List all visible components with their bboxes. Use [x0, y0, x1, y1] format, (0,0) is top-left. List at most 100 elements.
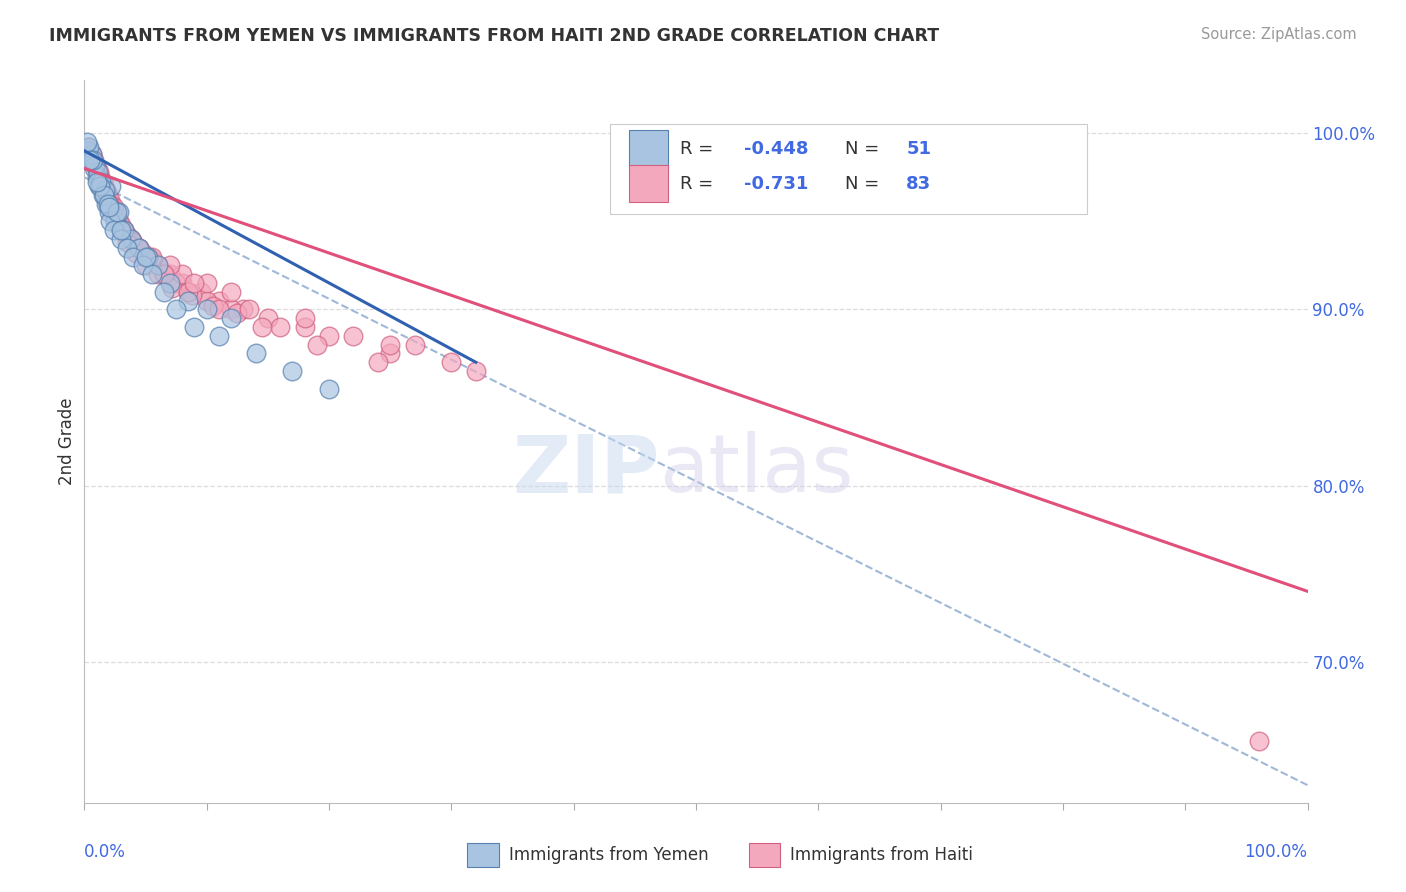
Point: [80, 147, 103, 161]
Point: [208, 302, 231, 317]
Point: [159, 258, 181, 272]
Point: [135, 258, 157, 272]
Point: [76, 135, 98, 149]
Point: [112, 223, 135, 237]
Point: [97, 187, 120, 202]
Point: [208, 328, 231, 343]
Text: R =: R =: [681, 175, 718, 193]
Point: [195, 302, 218, 317]
Text: Immigrants from Haiti: Immigrants from Haiti: [790, 846, 973, 863]
Point: [90, 179, 112, 194]
Point: [294, 311, 316, 326]
Point: [294, 320, 316, 334]
Point: [128, 241, 150, 255]
Point: [305, 337, 328, 351]
Point: [177, 285, 200, 299]
Point: [120, 232, 142, 246]
Text: Immigrants from Yemen: Immigrants from Yemen: [509, 846, 709, 863]
Point: [122, 250, 145, 264]
Point: [165, 276, 187, 290]
Point: [101, 205, 124, 219]
Point: [136, 250, 159, 264]
Point: [107, 205, 129, 219]
Point: [82, 153, 104, 167]
Point: [342, 328, 364, 343]
Point: [90, 176, 112, 190]
FancyBboxPatch shape: [748, 843, 780, 867]
Point: [112, 223, 135, 237]
Text: 0.0%: 0.0%: [84, 843, 127, 861]
Point: [110, 223, 132, 237]
Point: [96, 182, 118, 196]
Point: [104, 205, 127, 219]
Point: [141, 253, 163, 268]
Point: [77, 144, 100, 158]
Point: [110, 232, 132, 246]
Point: [404, 337, 426, 351]
Text: 51: 51: [907, 140, 931, 158]
Text: IMMIGRANTS FROM YEMEN VS IMMIGRANTS FROM HAITI 2ND GRADE CORRELATION CHART: IMMIGRANTS FROM YEMEN VS IMMIGRANTS FROM…: [49, 27, 939, 45]
Point: [97, 196, 120, 211]
Text: 100.0%: 100.0%: [1244, 843, 1308, 861]
Text: R =: R =: [681, 140, 718, 158]
Point: [97, 200, 120, 214]
Point: [172, 267, 194, 281]
Point: [77, 140, 100, 154]
FancyBboxPatch shape: [628, 130, 668, 168]
Point: [219, 311, 242, 326]
Point: [86, 170, 108, 185]
Point: [128, 241, 150, 255]
Point: [84, 158, 107, 172]
Point: [183, 276, 205, 290]
Point: [177, 293, 200, 308]
Point: [97, 196, 120, 211]
Point: [159, 267, 181, 281]
Point: [136, 250, 159, 264]
Point: [93, 179, 115, 194]
Point: [100, 196, 122, 211]
Point: [87, 165, 110, 179]
Point: [94, 182, 117, 196]
Point: [93, 187, 115, 202]
Point: [146, 258, 169, 272]
Point: [110, 218, 132, 232]
Point: [83, 153, 105, 167]
Point: [89, 179, 111, 194]
Point: [380, 337, 402, 351]
Point: [172, 276, 194, 290]
Point: [132, 258, 155, 272]
Point: [190, 285, 212, 299]
Text: N =: N =: [845, 175, 886, 193]
Point: [177, 285, 200, 299]
Text: -0.731: -0.731: [744, 175, 808, 193]
Point: [219, 302, 242, 317]
Point: [84, 158, 107, 172]
Point: [1247, 734, 1270, 748]
Point: [80, 147, 103, 161]
Point: [87, 179, 110, 194]
Point: [165, 302, 187, 317]
Point: [153, 267, 176, 281]
Point: [115, 241, 138, 255]
Point: [464, 364, 486, 378]
Point: [94, 187, 117, 202]
Point: [87, 165, 110, 179]
FancyBboxPatch shape: [610, 124, 1087, 214]
Text: N =: N =: [845, 140, 886, 158]
FancyBboxPatch shape: [628, 165, 668, 202]
Point: [79, 153, 101, 167]
Point: [159, 276, 181, 290]
Y-axis label: 2nd Grade: 2nd Grade: [58, 398, 76, 485]
Point: [105, 214, 128, 228]
Point: [91, 176, 114, 190]
Point: [219, 285, 242, 299]
Point: [86, 161, 108, 176]
Point: [183, 320, 205, 334]
Point: [100, 179, 122, 194]
Point: [125, 246, 148, 260]
Point: [380, 346, 402, 360]
Point: [87, 170, 110, 185]
Point: [96, 196, 118, 211]
Point: [146, 258, 169, 272]
Point: [115, 235, 138, 250]
